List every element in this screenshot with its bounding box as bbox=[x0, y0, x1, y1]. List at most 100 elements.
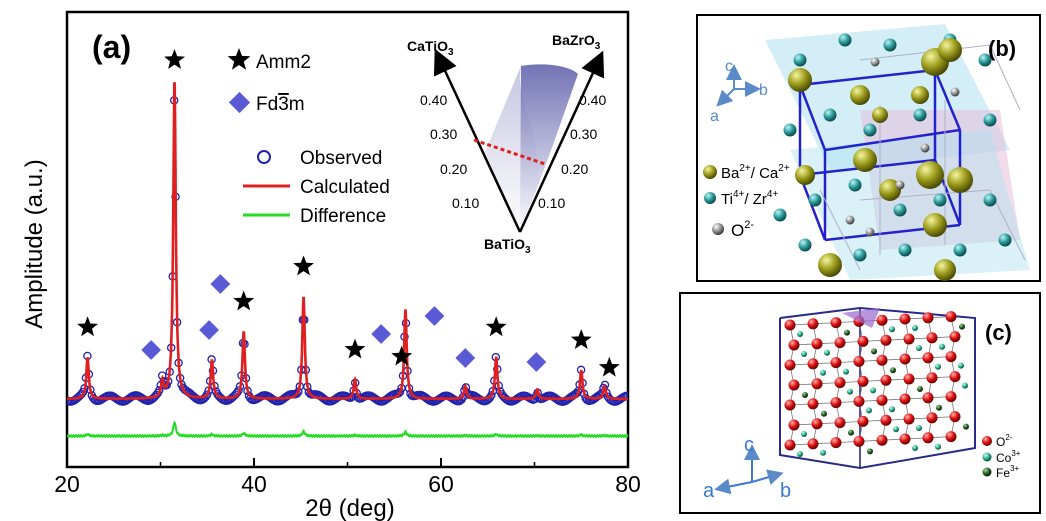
o-atom bbox=[784, 359, 796, 371]
o-atom bbox=[899, 393, 911, 405]
o-atom bbox=[922, 352, 934, 364]
o-atom bbox=[830, 357, 842, 369]
co-atom bbox=[847, 388, 853, 395]
fe-atom bbox=[867, 448, 873, 455]
ba-ca-atom bbox=[818, 253, 842, 277]
ti-zr-atom bbox=[983, 113, 997, 127]
o-atom bbox=[788, 379, 800, 391]
fd3m-diamond-marker bbox=[141, 340, 162, 360]
o-atom bbox=[788, 339, 800, 351]
bond-line bbox=[859, 189, 991, 201]
ba-ca-atom bbox=[916, 161, 944, 189]
ti-zr-atom bbox=[913, 108, 927, 122]
co-atom bbox=[935, 443, 941, 450]
o-atom bbox=[949, 331, 961, 343]
legend-o2: O2- bbox=[996, 433, 1013, 449]
axis-c-label: c bbox=[744, 434, 754, 456]
fe-atom bbox=[959, 323, 965, 330]
o-atom bbox=[876, 354, 888, 366]
amm2-star-marker bbox=[391, 345, 413, 366]
co-atom bbox=[939, 343, 945, 350]
o-atom bbox=[830, 317, 842, 329]
ba-ca-atom bbox=[911, 86, 929, 104]
o-atom bbox=[903, 413, 915, 425]
ba-ca-atom bbox=[879, 179, 901, 201]
o-atom bbox=[945, 311, 957, 323]
o-atom bbox=[880, 374, 892, 386]
ti-zr-atom bbox=[893, 203, 907, 217]
co-atom bbox=[935, 363, 941, 370]
cell-edge bbox=[824, 128, 961, 152]
o-atom bbox=[945, 351, 957, 363]
cell-edge bbox=[799, 68, 936, 87]
fd3m-diamond-marker bbox=[424, 306, 445, 326]
fe-atom bbox=[848, 429, 854, 436]
o-atom bbox=[899, 433, 911, 445]
o-atom bbox=[857, 335, 869, 347]
amm2-star-marker bbox=[293, 255, 314, 276]
o-atom bbox=[922, 312, 934, 324]
inset-left-tick-label: 0.10 bbox=[452, 195, 479, 211]
panel-a-label: (a) bbox=[92, 29, 131, 65]
o-atom bbox=[880, 414, 892, 426]
o-atom bbox=[880, 334, 892, 346]
o-atom bbox=[899, 313, 911, 325]
ti-zr-atom bbox=[933, 193, 947, 207]
fe-atom bbox=[844, 329, 850, 336]
calculated-line bbox=[67, 82, 628, 401]
tetrahedron bbox=[842, 308, 880, 328]
co-atom bbox=[916, 425, 922, 431]
axis-a-label: a bbox=[703, 480, 715, 502]
co-atom bbox=[916, 345, 922, 351]
ti-zr-atom bbox=[793, 53, 807, 67]
panel-a-xrd-chart: 20 40 60 80 (a) Amplitude (a.u.) 2θ (deg) A… bbox=[21, 10, 641, 521]
inset-left-tick-label: 0.30 bbox=[430, 126, 457, 142]
legend-o: O2- bbox=[731, 219, 754, 240]
o-atom bbox=[903, 373, 915, 385]
ti-zr-atom bbox=[898, 243, 912, 257]
o-atom bbox=[926, 372, 938, 384]
bond-line bbox=[989, 44, 1021, 111]
fd3m-diamond-marker bbox=[199, 320, 220, 340]
amm2-star-marker bbox=[598, 356, 620, 377]
o-atom bbox=[807, 398, 819, 410]
amm2-star-marker bbox=[485, 316, 507, 337]
o-atom bbox=[857, 375, 869, 387]
ti-zr-atom bbox=[773, 208, 787, 222]
o-atom bbox=[945, 391, 957, 403]
o-atom bbox=[876, 394, 888, 406]
o-atom bbox=[870, 57, 880, 67]
inset-phase-diagram: CaTiO3 BaZrO3 BaTiO3 0.40 0.30 0.20 0.10 0.4… bbox=[407, 32, 606, 256]
panel-c-label: (c) bbox=[985, 320, 1012, 345]
o-atom bbox=[807, 438, 819, 450]
x-axis-label: 2θ (deg) bbox=[305, 495, 394, 521]
o-atom bbox=[830, 437, 842, 449]
amm2-star-marker bbox=[77, 316, 98, 337]
composition-line bbox=[473, 138, 546, 166]
phase-region-lower bbox=[485, 66, 540, 232]
panel-c-spinel-structure: (c) c b a O2- Co3+ Fe3+ bbox=[679, 292, 1041, 514]
cyan-plane-lower bbox=[790, 130, 1030, 280]
ti-zr-atom bbox=[783, 123, 797, 137]
o-atom bbox=[834, 417, 846, 429]
inset-left-tick-label: 0.40 bbox=[420, 92, 447, 108]
o-atom bbox=[949, 411, 961, 423]
co-atom bbox=[801, 351, 807, 357]
ti-zr-atom bbox=[978, 53, 992, 67]
co-atom bbox=[912, 445, 918, 451]
ba-ca-atom bbox=[923, 213, 947, 237]
axis-a-label: a bbox=[710, 108, 719, 125]
cell-edge bbox=[798, 84, 827, 151]
o-atom bbox=[876, 314, 888, 326]
fe-atom bbox=[821, 410, 827, 417]
panel-b-label: (b) bbox=[988, 36, 1016, 61]
amm2-star-marker bbox=[344, 338, 366, 359]
fe-atom bbox=[936, 404, 942, 411]
o-atom bbox=[811, 418, 823, 430]
x-tick-label: 20 bbox=[54, 471, 80, 497]
fd3m-diamond-marker bbox=[455, 348, 476, 368]
co-atom bbox=[824, 349, 830, 356]
o-atom bbox=[865, 227, 875, 237]
inset-catio3-label: CaTiO3 bbox=[407, 38, 454, 58]
